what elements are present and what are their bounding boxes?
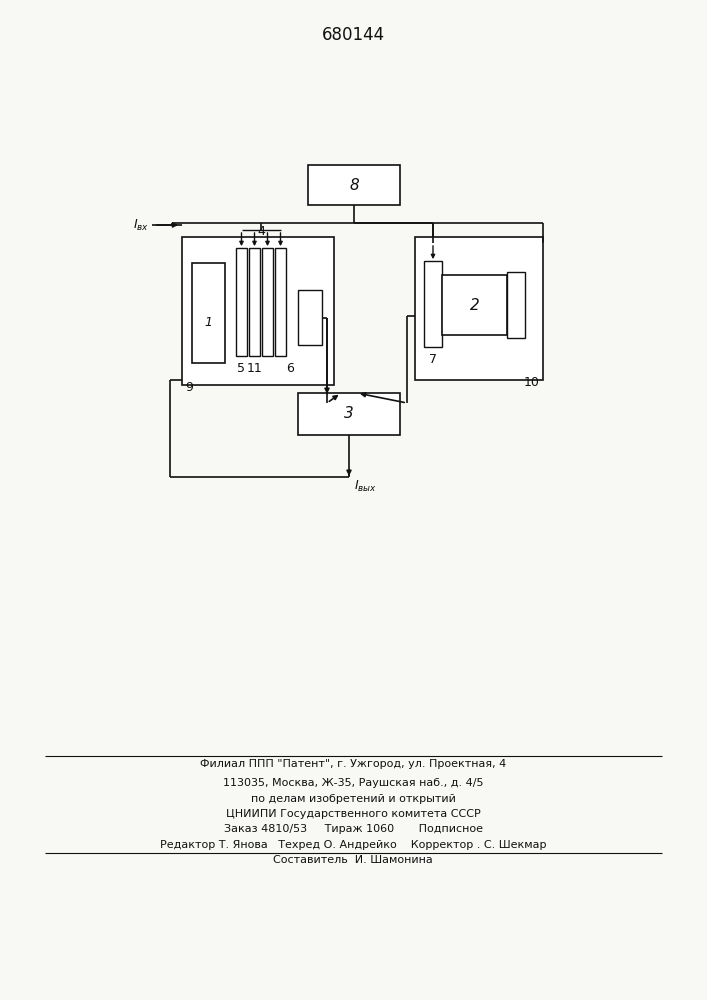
Bar <box>262 248 273 356</box>
Text: 2: 2 <box>469 298 479 312</box>
Bar <box>182 237 334 385</box>
Text: Редактор Т. Янова   Техред О. Андрейко    Корректор . С. Шекмар: Редактор Т. Янова Техред О. Андрейко Кор… <box>160 840 547 850</box>
Text: Составитель  И. Шамонина: Составитель И. Шамонина <box>273 855 433 865</box>
Bar <box>192 263 225 363</box>
Text: ЦНИИПИ Государственного комитета СССР: ЦНИИПИ Государственного комитета СССР <box>226 809 480 819</box>
Bar <box>507 272 525 338</box>
Text: 4: 4 <box>257 225 265 238</box>
Bar <box>236 248 247 356</box>
Bar <box>424 261 442 347</box>
Text: 1: 1 <box>204 316 213 330</box>
Bar <box>298 393 400 435</box>
Text: 113035, Москва, Ж-35, Раушская наб., д. 4/5: 113035, Москва, Ж-35, Раушская наб., д. … <box>223 778 484 788</box>
Text: по делам изобретений и открытий: по делам изобретений и открытий <box>250 794 455 804</box>
Text: 10: 10 <box>524 376 540 389</box>
Bar <box>275 248 286 356</box>
Text: 680144: 680144 <box>322 26 385 44</box>
Text: 6: 6 <box>286 362 294 375</box>
Bar <box>249 248 260 356</box>
Text: $I_{вых}$: $I_{вых}$ <box>354 479 377 494</box>
Text: $I_{вх}$: $I_{вх}$ <box>133 217 149 233</box>
Bar <box>415 237 543 380</box>
Text: 7: 7 <box>429 353 437 366</box>
Bar <box>442 275 507 335</box>
Text: 11: 11 <box>247 362 262 375</box>
Bar <box>298 290 322 345</box>
Text: 8: 8 <box>349 178 359 192</box>
Text: Заказ 4810/53     Тираж 1060       Подписное: Заказ 4810/53 Тираж 1060 Подписное <box>223 824 482 834</box>
Text: 5: 5 <box>238 362 245 375</box>
Text: Филиал ППП "Патент", г. Ужгород, ул. Проектная, 4: Филиал ППП "Патент", г. Ужгород, ул. Про… <box>200 759 506 769</box>
Bar <box>308 165 400 205</box>
Text: 3: 3 <box>344 406 354 422</box>
Text: 9: 9 <box>185 381 193 394</box>
